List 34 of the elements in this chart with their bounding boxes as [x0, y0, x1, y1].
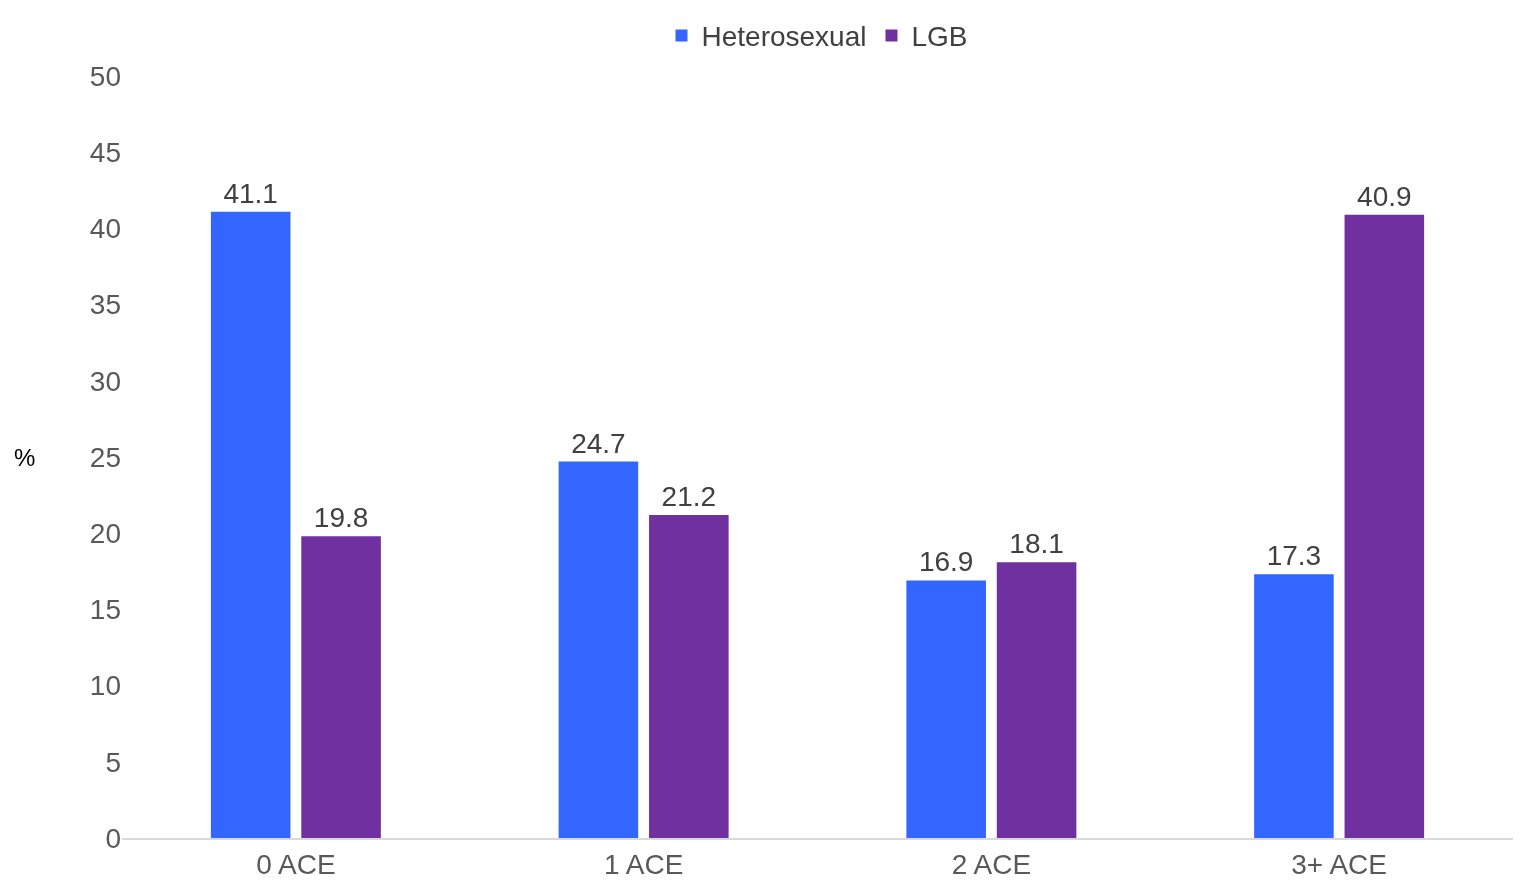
x-tick-label: 0 ACE	[256, 848, 336, 880]
y-tick-label: 0	[105, 822, 121, 854]
data-label: 41.1	[223, 177, 278, 209]
y-tick-label: 35	[89, 289, 121, 321]
bar	[906, 580, 986, 838]
bar	[301, 536, 381, 838]
data-label: 21.2	[661, 480, 717, 512]
y-tick-label: 10	[89, 670, 121, 702]
legend-label: Heterosexual	[701, 21, 867, 53]
y-tick-label: 5	[105, 746, 121, 778]
data-label: 19.8	[313, 502, 369, 534]
y-tick-label: 15	[89, 594, 121, 626]
legend-label: LGB	[911, 21, 968, 53]
x-tick-label: 2 ACE	[951, 848, 1032, 880]
bar	[1254, 574, 1334, 838]
x-tick-label: 1 ACE	[603, 848, 684, 880]
data-label: 40.9	[1357, 180, 1412, 212]
y-tick-label: 25	[89, 441, 121, 473]
y-tick-label: 50	[89, 60, 121, 92]
y-tick-label: 30	[89, 365, 121, 397]
data-label: 16.9	[918, 546, 974, 578]
bar	[1344, 214, 1425, 838]
y-axis-title: %	[14, 444, 36, 471]
x-tick-label: 3+ ACE	[1291, 848, 1387, 880]
bar	[210, 211, 291, 838]
y-tick-label: 45	[89, 137, 121, 168]
data-label: 18.1	[1009, 528, 1064, 560]
y-tick-label: 40	[89, 213, 121, 245]
data-label: 17.3	[1266, 540, 1322, 572]
data-label: 24.7	[571, 427, 626, 459]
bar	[996, 562, 1077, 838]
bar	[649, 514, 729, 838]
bar	[558, 461, 639, 838]
y-tick-label: 20	[89, 518, 121, 549]
